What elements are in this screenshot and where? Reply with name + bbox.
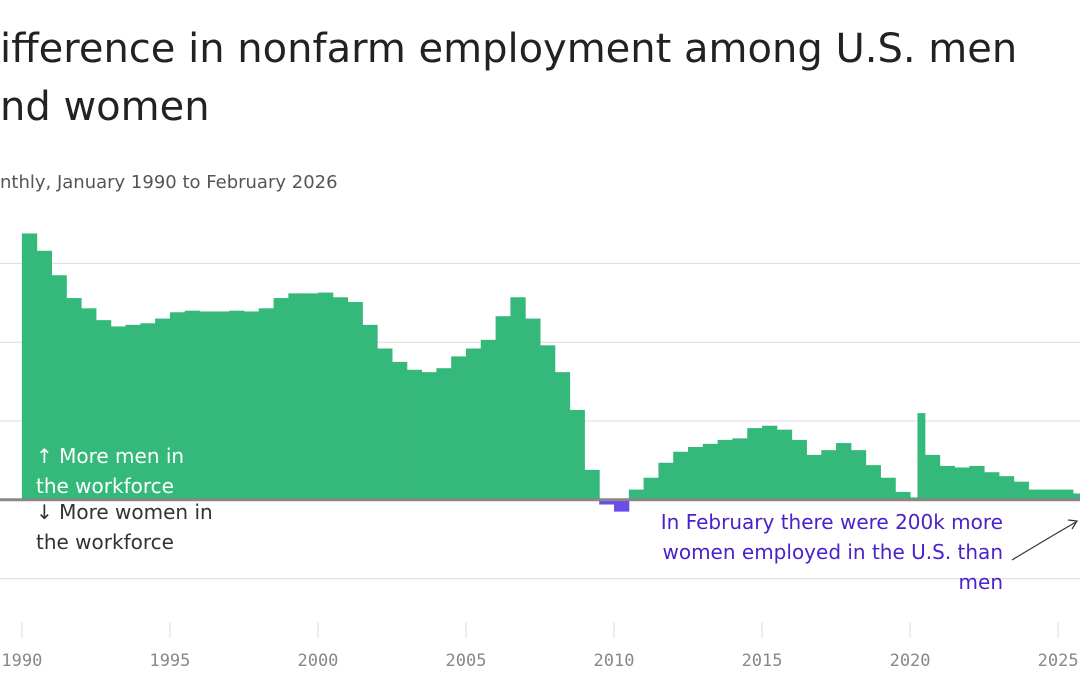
bar [125,324,141,500]
bar [303,293,319,500]
bar [436,368,452,500]
chart-title: nd women [0,84,210,130]
bar [776,429,793,500]
bars [21,233,1080,512]
bar [465,348,482,500]
x-tick-label: 2000 [297,651,338,671]
bar [688,447,704,500]
bar [95,320,112,500]
bar [406,369,423,500]
x-tick-label: 2025 [1038,651,1079,671]
bar [1072,493,1080,500]
arrow [1011,521,1077,561]
x-tick-label: 1990 [1,651,42,671]
bar [791,439,807,500]
bar [702,443,719,500]
bar [673,451,689,500]
bar [525,318,541,500]
bar [865,465,881,500]
bar [895,491,911,500]
bar [643,477,659,500]
bar [850,450,867,500]
bar [332,297,349,500]
bar [998,476,1015,500]
bar [347,302,363,500]
bar [717,439,733,500]
bar [880,477,896,500]
bar [939,465,955,500]
bar [362,324,378,500]
x-tick-label: 1995 [149,651,190,671]
annotation: ↓ More women in [36,500,213,524]
bar [806,454,822,500]
bar [836,443,852,500]
bar [1013,481,1029,500]
bar [66,298,82,500]
bar [917,413,926,500]
bar [110,326,127,500]
chart-title: ifference in nonfarm employment among U.… [0,26,1017,72]
bar [229,310,245,500]
bar [614,499,630,512]
arrow-head [1067,519,1079,530]
bar [1058,489,1074,500]
bar [451,356,467,500]
chart-subtitle: nthly, January 1990 to February 2026 [0,172,338,193]
bar [599,499,615,505]
bar [421,372,437,500]
bar [258,308,275,500]
bar [480,339,497,500]
bar [317,292,334,500]
annotation: women employed in the U.S. than [662,540,1003,564]
bar [954,467,970,500]
bar [243,311,260,500]
bar [658,462,674,500]
bar [214,311,230,500]
bar [391,361,408,500]
bar [81,308,97,500]
bar [1043,489,1059,500]
bar [169,312,186,500]
bar [36,250,53,500]
bar [747,428,763,500]
bar [969,465,985,500]
bar [184,310,201,500]
bar [984,472,1000,500]
x-tick-label: 2015 [742,651,783,671]
bar [628,489,645,500]
x-tick-label: 2020 [890,651,931,671]
annotation: the workforce [36,530,174,554]
annotation: In February there were 200k more [661,510,1003,534]
bar [732,438,748,500]
annotation: the workforce [36,474,174,498]
bar [199,311,215,500]
x-tick-label: 2010 [594,651,635,671]
bar [554,372,571,500]
bar [140,323,156,500]
bar [155,318,171,500]
bar [288,293,304,500]
bar [510,297,526,500]
bar [762,425,778,500]
annotation: men [959,570,1003,594]
annotation: ↑ More men in [36,444,184,468]
bar [1028,489,1044,500]
x-tick-label: 2005 [446,651,487,671]
bar [51,275,67,500]
bar [273,298,289,500]
bar [924,454,941,500]
bar [495,316,511,500]
bar [821,450,837,500]
bar [569,409,585,500]
bar [540,345,556,500]
bar [584,469,600,500]
bar [377,348,393,500]
bar [21,233,38,500]
